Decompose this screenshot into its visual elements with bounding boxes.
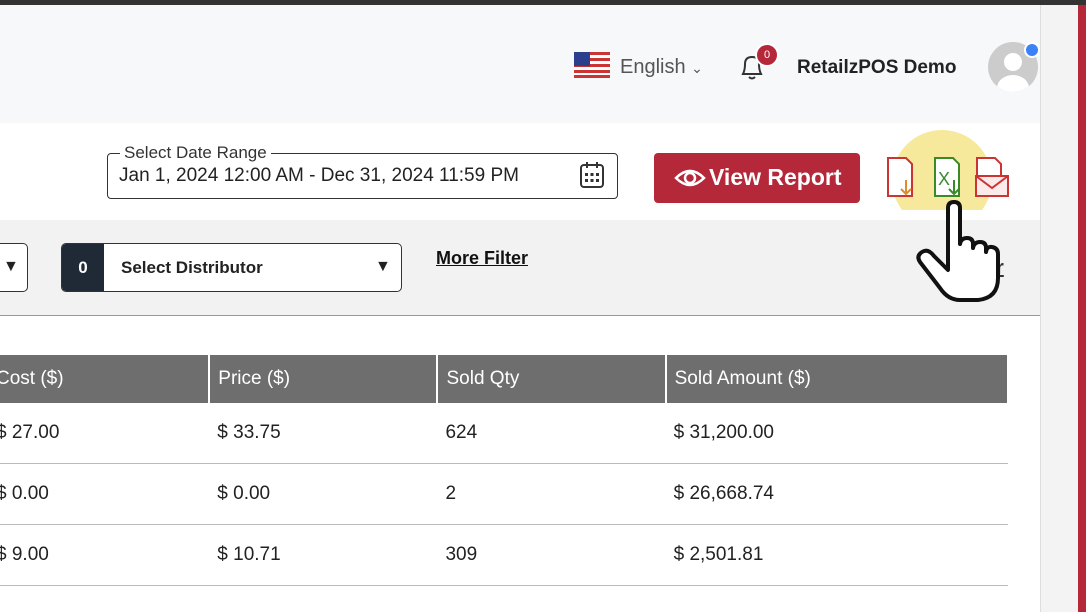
table-cell: $ 26,668.74 <box>665 463 1008 525</box>
column-header: Sold Qty <box>437 355 667 403</box>
table-cell: 309 <box>437 524 666 586</box>
table-cell: 2 <box>437 463 666 525</box>
user-name[interactable]: RetailzPOS Demo <box>797 57 957 78</box>
table-cell: $ 9.00 <box>0 524 210 586</box>
excel-icon[interactable]: X <box>934 157 960 197</box>
partial-select[interactable]: ▼ <box>0 243 28 292</box>
export-icons: X <box>887 130 1009 210</box>
top-border <box>0 0 1086 5</box>
table-cell: $ 0.00 <box>209 463 438 525</box>
notification-badge: 0 <box>755 43 779 67</box>
email-icon[interactable] <box>975 157 1009 197</box>
divider <box>1040 5 1041 612</box>
table-cell: $ 2,501.81 <box>665 524 1008 586</box>
table-cell: $ 33.75 <box>209 403 438 464</box>
view-report-button[interactable]: View Report <box>654 153 860 203</box>
column-header: Price ($) <box>209 355 439 403</box>
bell-icon[interactable] <box>738 52 766 82</box>
language-selector[interactable]: English ⌄ <box>620 56 703 78</box>
table-row: $ 9.00 $ 10.71 309 $ 2,501.81 <box>0 524 1008 586</box>
table-body: $ 27.00 $ 33.75 624 $ 31,200.00 $ 0.00 $ 0.00… <box>0 403 1008 586</box>
distributor-select[interactable]: 0 Select Distributor ▼ <box>61 243 402 292</box>
date-range-value: Jan 1, 2024 12:00 AM - Dec 31, 2024 11:5… <box>119 165 519 186</box>
table-cell: $ 0.00 <box>0 463 210 525</box>
table-cell: $ 27.00 <box>0 403 210 464</box>
date-range-input[interactable] <box>107 153 618 199</box>
pdf-icon[interactable] <box>887 157 913 197</box>
status-dot <box>1024 42 1040 58</box>
table-cell: $ 31,200.00 <box>665 403 1008 464</box>
eye-icon <box>674 169 706 187</box>
table-cell: $ 10.71 <box>209 524 438 586</box>
distributor-placeholder: Select Distributor <box>121 258 263 277</box>
table-header: Cost ($) Price ($) Sold Qty Sold Amount ($) <box>0 355 1010 403</box>
table-cell: 624 <box>437 403 666 464</box>
button-label: View Report <box>709 164 842 190</box>
column-header: Cost ($) <box>0 355 211 403</box>
side-bar <box>1078 5 1086 612</box>
avatar[interactable] <box>988 42 1038 92</box>
svg-text:X: X <box>938 169 950 189</box>
flag-icon <box>574 52 610 78</box>
table-row: $ 27.00 $ 33.75 624 $ 31,200.00 <box>0 403 1008 464</box>
language-text: English <box>620 56 686 78</box>
more-filter-link[interactable]: More Filter <box>436 248 529 268</box>
column-header: Sold Amount ($) <box>665 355 1010 403</box>
report-table: Cost ($) Price ($) Sold Qty Sold Amount ($)… <box>0 355 1010 586</box>
distributor-count: 0 <box>62 244 104 291</box>
hand-cursor <box>916 200 1000 302</box>
date-range-label: Select Date Range <box>120 143 271 163</box>
table-row: $ 0.00 $ 0.00 2 $ 26,668.74 <box>0 463 1008 525</box>
calendar-icon[interactable] <box>578 160 606 190</box>
header <box>0 5 1040 123</box>
